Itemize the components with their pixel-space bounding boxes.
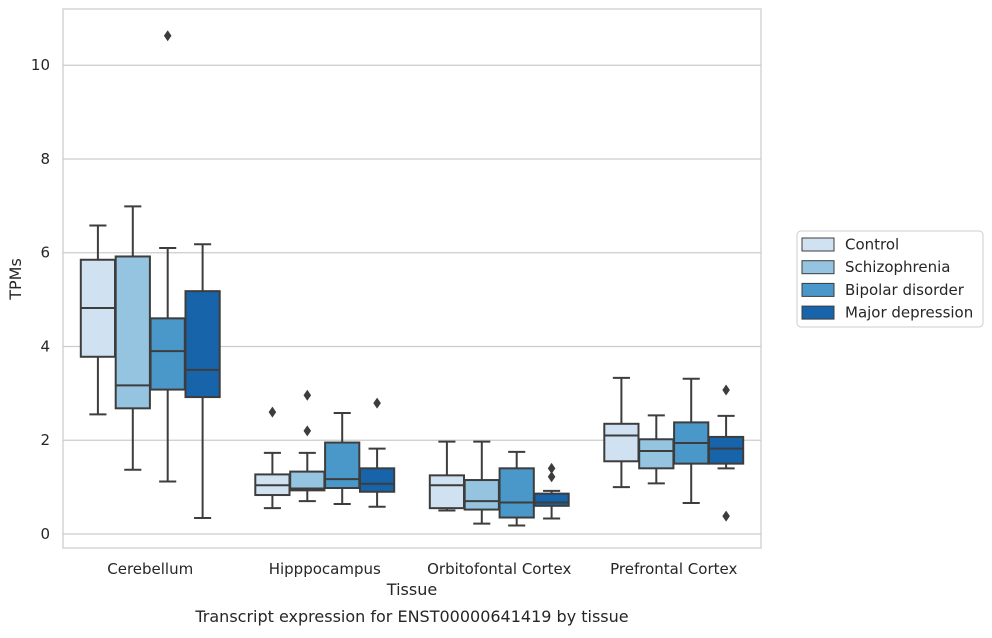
box-3-0 (184, 243, 221, 520)
box-0-0 (79, 224, 117, 416)
y-axis-label: TPMs (6, 258, 25, 301)
outlier-point (303, 425, 312, 437)
outlier-point (373, 397, 381, 409)
box-iqr (324, 441, 361, 490)
legend-label: Major depression (845, 304, 973, 322)
x-tick-label: Prefrontal Cortex (610, 560, 737, 578)
y-tick-label: 6 (40, 244, 50, 262)
box-0-3 (603, 376, 640, 489)
legend-label: Schizophrenia (845, 258, 950, 276)
legend-frame (796, 230, 984, 328)
chart-caption: Transcript expression for ENST0000064141… (194, 607, 628, 626)
x-axis-label: Tissue (386, 580, 437, 599)
box-iqr (498, 467, 535, 519)
box-1-2 (463, 440, 500, 525)
box-iqr (603, 422, 640, 463)
box-2-2 (498, 450, 535, 527)
outlier-point (722, 384, 730, 396)
box-iqr (533, 492, 570, 507)
box-0-2 (428, 440, 466, 512)
outlier-point (722, 510, 730, 522)
outlier-point (163, 30, 172, 42)
y-tick-label: 2 (40, 431, 50, 449)
box-3-3 (707, 384, 745, 522)
outlier-point (268, 406, 277, 418)
box-iqr (149, 317, 186, 391)
box-1-3 (638, 414, 675, 485)
legend-label: Control (845, 236, 899, 254)
box-1-0 (114, 205, 151, 471)
plot-area (62, 8, 762, 549)
legend-swatch (801, 282, 835, 297)
y-tick-label: 8 (40, 150, 50, 168)
box-3-1 (358, 397, 396, 508)
y-tick-label: 4 (40, 337, 50, 355)
box-2-0 (149, 30, 186, 483)
legend-swatch (801, 237, 835, 252)
box-iqr (463, 479, 500, 511)
legend-label: Bipolar disorder (845, 281, 965, 299)
x-tick-label: Cerebellum (107, 560, 193, 578)
x-tick-label: Hipppocampus (269, 560, 381, 578)
box-iqr (428, 474, 466, 510)
box-iqr (358, 467, 396, 493)
legend: Control Schizophrenia Bipolar disorder Majo… (796, 230, 984, 328)
box-3-2 (533, 462, 570, 520)
box-iqr (638, 438, 675, 470)
x-axis-ticks: Cerebellum Hipppocampus Orbitofontal Corte… (107, 560, 737, 578)
legend-swatch (801, 305, 835, 320)
box-2-1 (324, 412, 361, 505)
outlier-point (547, 462, 556, 474)
outlier-point (547, 471, 556, 483)
boxes-layer (79, 30, 745, 527)
y-tick-label: 0 (40, 525, 50, 543)
box-2-3 (673, 377, 710, 505)
x-tick-label: Orbitofontal Cortex (427, 560, 571, 578)
box-iqr (184, 290, 221, 399)
box-iqr (707, 435, 745, 465)
box-1-1 (289, 389, 326, 503)
y-tick-label: 10 (31, 56, 50, 74)
outlier-point (303, 389, 312, 401)
box-0-1 (254, 406, 291, 510)
legend-swatch (801, 260, 835, 275)
y-axis-ticks: 0 2 4 6 8 10 (31, 56, 50, 543)
